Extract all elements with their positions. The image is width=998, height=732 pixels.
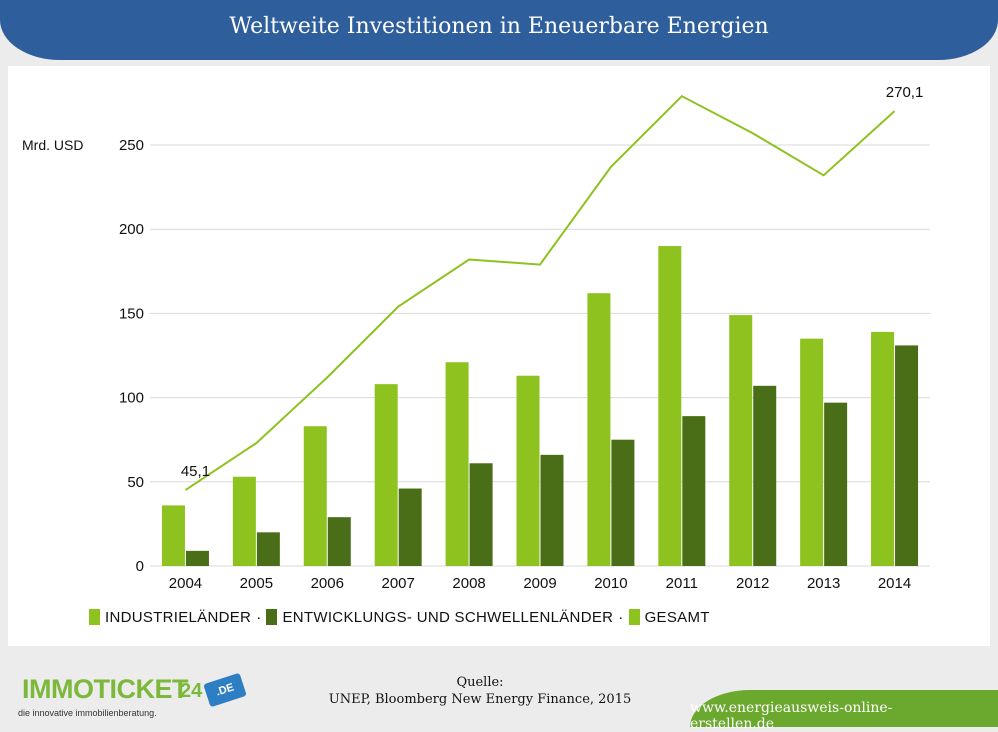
data-label: 45,1 [181, 463, 210, 480]
source-text: UNEP, Bloomberg New Energy Finance, 2015 [328, 692, 632, 707]
x-tick-label: 2011 [666, 575, 698, 592]
y-tick-label: 100 [119, 390, 144, 407]
bar-industrie [516, 375, 540, 566]
bar-entwicklung [682, 416, 706, 566]
url-band[interactable]: www.energieausweis-online-erstellen.de [690, 690, 998, 732]
website-link[interactable]: www.energieausweis-online-erstellen.de [690, 700, 893, 732]
source-label: Quelle: [456, 675, 504, 690]
x-tick-label: 2005 [240, 575, 273, 592]
bar-industrie [587, 293, 611, 566]
x-tick-label: 2014 [878, 575, 911, 592]
immoticket-logo[interactable]: IMMOTICKET 24 .DE die innovative immobil… [10, 668, 250, 726]
x-tick-label: 2013 [807, 575, 840, 592]
bar-industrie [658, 246, 682, 567]
bar-entwicklung [611, 439, 635, 566]
bar-industrie [232, 476, 256, 566]
bar-entwicklung [895, 345, 919, 566]
bar-industrie [800, 338, 824, 566]
legend-swatch-industrie [89, 609, 100, 625]
bar-entwicklung [327, 517, 351, 566]
chart-title: Weltweite Investitionen in Eneuerbare En… [229, 14, 769, 39]
source-note: Quelle: UNEP, Bloomberg New Energy Finan… [300, 674, 660, 708]
y-axis-label: Mrd. USD [22, 137, 83, 153]
legend-label-industrie: INDUSTRIELÄNDER [105, 608, 252, 626]
y-tick-label: 250 [119, 137, 144, 154]
y-tick-label: 150 [119, 305, 144, 322]
legend-label-entwicklung: ENTWICKLUNGS- UND SCHWELLENLÄNDER [282, 608, 614, 626]
line-gesamt [184, 94, 896, 491]
legend-separator: · [256, 608, 262, 626]
x-tick-label: 2007 [381, 575, 414, 592]
legend: INDUSTRIELÄNDER · ENTWICKLUNGS- UND SCHW… [89, 606, 710, 628]
logo-suffix: 24 [180, 680, 203, 702]
x-tick-label: 2008 [452, 575, 485, 592]
x-tick-label: 2006 [311, 575, 344, 592]
legend-swatch-entwicklung [266, 609, 278, 625]
legend-item-entwicklung: ENTWICKLUNGS- UND SCHWELLENLÄNDER [266, 609, 613, 626]
x-tick-label: 2009 [523, 575, 556, 592]
bar-industrie [374, 384, 398, 566]
y-tick-label: 0 [136, 558, 144, 575]
chart-panel: 0 50 100 150 200 250 Mrd. USD 2004 2005 2006 2007 2… [8, 66, 990, 646]
bar-entwicklung [256, 532, 280, 566]
y-tick-label: 200 [119, 221, 144, 238]
logo-badge: .DE [203, 672, 247, 708]
bar-industrie [303, 426, 327, 566]
x-tick-label: 2004 [169, 575, 202, 592]
legend-separator: · [618, 608, 624, 626]
y-tick-label: 50 [127, 474, 144, 491]
legend-label-gesamt: GESAMT [644, 608, 710, 626]
bar-industrie [445, 362, 469, 566]
x-tick-label: 2012 [736, 575, 769, 592]
header-banner: Weltweite Investitionen in Eneuerbare En… [0, 0, 998, 60]
bar-entwicklung [469, 463, 493, 566]
bar-entwicklung [824, 402, 848, 566]
bar-entwicklung [398, 488, 422, 566]
logo-wordmark: IMMOTICKET [22, 674, 188, 704]
logo-tagline: die innovative immobilienberatung. [18, 708, 157, 718]
chart: 0 50 100 150 200 250 Mrd. USD 2004 2005 2006 2007 2… [22, 84, 930, 592]
legend-item-industrie: INDUSTRIELÄNDER [89, 609, 251, 626]
data-label: 270,1 [886, 84, 924, 101]
bar-entwicklung [753, 385, 777, 566]
bar-entwicklung [540, 454, 564, 566]
x-tick-label: 2010 [594, 575, 627, 592]
bar-industrie [161, 505, 185, 566]
bar-entwicklung [185, 550, 209, 566]
legend-item-gesamt: GESAMT [628, 608, 710, 626]
bar-industrie [729, 315, 753, 566]
bar-industrie [871, 331, 895, 566]
legend-swatch-gesamt [628, 609, 640, 625]
